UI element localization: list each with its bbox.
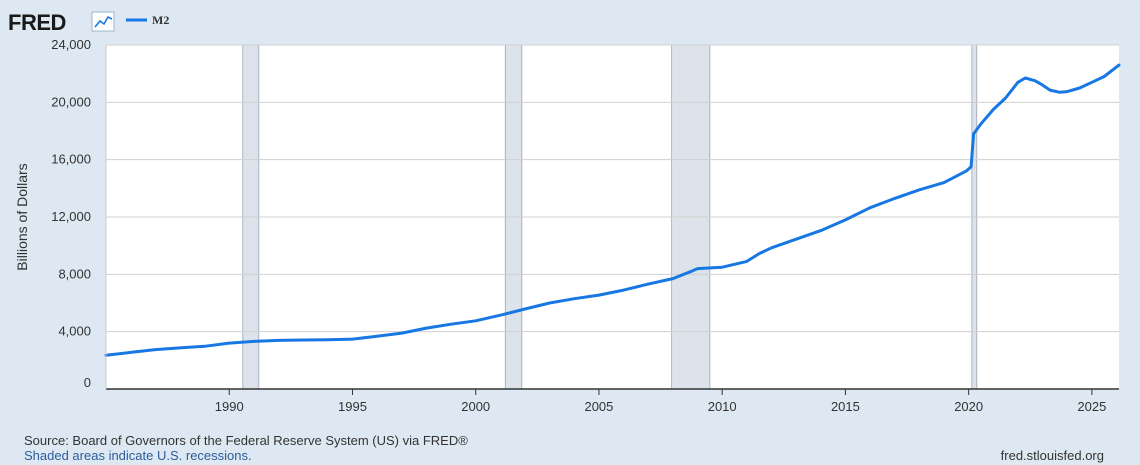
y-tick-label: 12,000 <box>51 209 91 224</box>
line-chart-icon <box>91 11 115 32</box>
axes: 0 4,000 8,000 12,000 16,000 20,000 24,000 1990 1… <box>51 37 1119 414</box>
fred-logo[interactable]: FRED <box>8 10 115 35</box>
y-tick-label: 24,000 <box>51 37 91 52</box>
x-tick-label: 2005 <box>584 399 613 414</box>
x-tick-label: 1990 <box>215 399 244 414</box>
y-tick-label: 8,000 <box>58 266 91 281</box>
x-tick-label: 2010 <box>708 399 737 414</box>
x-tick-label: 2000 <box>461 399 490 414</box>
legend: M2 <box>126 13 169 27</box>
y-axis-label: Billions of Dollars <box>14 163 30 270</box>
x-tick-label: 2025 <box>1077 399 1106 414</box>
recession-note-link[interactable]: Shaded areas indicate U.S. recessions. <box>24 448 252 463</box>
y-tick-label: 20,000 <box>51 94 91 109</box>
gridlines <box>106 44 1119 333</box>
site-url: fred.stlouisfed.org <box>1000 448 1104 463</box>
source-note: Source: Board of Governors of the Federa… <box>24 433 468 448</box>
x-tick-label: 1995 <box>338 399 367 414</box>
series-lines <box>104 63 1121 357</box>
series-line-m2[interactable] <box>104 63 1121 357</box>
y-tick-label: 0 <box>84 375 91 390</box>
y-tick-label: 16,000 <box>51 152 91 167</box>
legend-label-m2: M2 <box>152 13 169 27</box>
y-tick-label: 4,000 <box>58 324 91 339</box>
fred-logo-text: FRED <box>8 10 66 35</box>
x-tick-label: 2015 <box>831 399 860 414</box>
x-tick-label: 2020 <box>954 399 983 414</box>
